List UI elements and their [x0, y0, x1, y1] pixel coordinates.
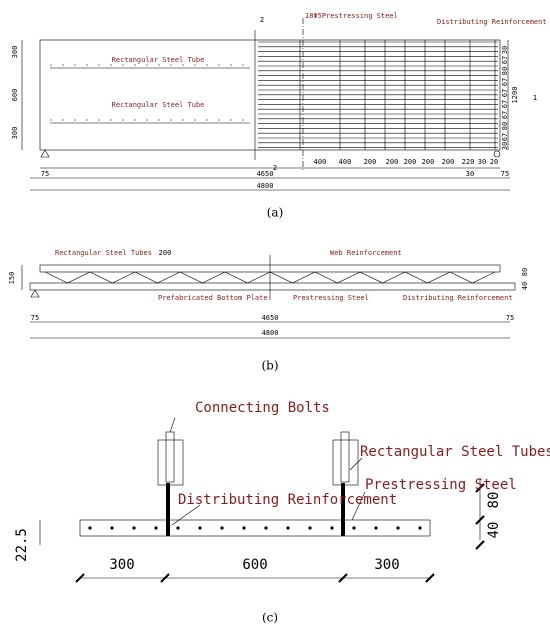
- label: 40: [486, 522, 502, 539]
- label: (c): [262, 611, 278, 625]
- label: 600: [11, 89, 19, 102]
- label: Prestressing Steel: [365, 477, 517, 493]
- steel-dot: [308, 526, 312, 530]
- dim-tick: [425, 573, 435, 583]
- label: 200: [386, 158, 399, 166]
- steel-dot: [154, 526, 158, 530]
- label: 300: [374, 557, 399, 573]
- label: 67: [501, 100, 509, 108]
- steel-dot: [198, 526, 202, 530]
- panel-a-frame: [21, 30, 510, 191]
- panel-c-bars: [75, 483, 485, 583]
- label: 300: [11, 127, 19, 140]
- label: 30: [478, 158, 486, 166]
- steel-dot: [220, 526, 224, 530]
- label: Web Reinforcement: [330, 249, 402, 257]
- label: 600: [242, 557, 267, 573]
- label: 200: [442, 158, 455, 166]
- steel-dot: [264, 526, 268, 530]
- label: 80: [486, 492, 502, 509]
- label: 150: [8, 272, 16, 285]
- steel-dot: [352, 526, 356, 530]
- label: 4800: [262, 329, 279, 337]
- steel-dot: [132, 526, 136, 530]
- label: Rectangular Steel Tubes: [55, 249, 152, 257]
- steel-dot: [418, 526, 422, 530]
- label: 200: [364, 158, 377, 166]
- steel-dot: [330, 526, 334, 530]
- label: Rectangular Steel Tube: [112, 56, 205, 64]
- label: 67: [501, 111, 509, 119]
- label: 75: [501, 170, 509, 178]
- dim-tick: [338, 573, 348, 583]
- label: (a): [267, 206, 284, 220]
- dim-tick: [75, 573, 85, 583]
- label: 4650: [257, 170, 274, 178]
- label: 75: [31, 314, 39, 322]
- steel-dot: [242, 526, 246, 530]
- label: 1200: [511, 87, 519, 104]
- label: 67: [501, 133, 509, 141]
- steel-dot: [396, 526, 400, 530]
- label: 75: [41, 170, 49, 178]
- label: 4650: [262, 314, 279, 322]
- label: Prefabricated Bottom Plate: [158, 294, 268, 302]
- label: Connecting Bolts: [195, 400, 330, 416]
- steel-dot: [110, 526, 114, 530]
- label: 1: [533, 94, 537, 102]
- label: 80: [501, 122, 509, 130]
- steel-dot: [374, 526, 378, 530]
- label: 2: [260, 16, 264, 24]
- label: 75: [506, 314, 514, 322]
- label: 67: [501, 56, 509, 64]
- label: (b): [261, 359, 278, 373]
- steel-dot: [88, 526, 92, 530]
- label: 30: [501, 46, 509, 54]
- label: 300: [11, 46, 19, 59]
- dim-tick: [475, 540, 485, 550]
- label: 20: [490, 158, 498, 166]
- label: 80: [521, 268, 529, 276]
- label: Rectangular Steel Tube: [112, 101, 205, 109]
- dim-tick: [475, 515, 485, 525]
- panel-b-frame: [21, 255, 516, 339]
- steel-dot: [286, 526, 290, 530]
- steel-dot: [176, 526, 180, 530]
- label: 2: [273, 164, 277, 172]
- dim-tick: [475, 483, 485, 493]
- label: 30: [501, 142, 509, 150]
- label: 40: [521, 282, 529, 290]
- label: Distributing Reinforcement: [437, 18, 547, 26]
- label: 200: [159, 249, 172, 257]
- label: 67: [501, 89, 509, 97]
- label: 80: [501, 67, 509, 75]
- label: 4800: [257, 182, 274, 190]
- label: 300: [109, 557, 134, 573]
- label: 400: [339, 158, 352, 166]
- label: 18Φ5Prestressing Steel: [305, 12, 398, 20]
- label: 200: [404, 158, 417, 166]
- label: 400: [314, 158, 327, 166]
- label: Distributing Reinforcement: [403, 294, 513, 302]
- label: 67: [501, 78, 509, 86]
- label: 30: [466, 170, 474, 178]
- panel-a-grid: [258, 18, 498, 170]
- label: 22.5: [14, 528, 30, 562]
- label: Distributing Reinforcement: [178, 492, 397, 508]
- label: 220: [462, 158, 475, 166]
- label: Prestressing Steel: [293, 294, 369, 302]
- label: 200: [422, 158, 435, 166]
- label: Rectangular Steel Tubes: [360, 444, 550, 460]
- dim-tick: [160, 573, 170, 583]
- panel-c-frame: [39, 417, 481, 579]
